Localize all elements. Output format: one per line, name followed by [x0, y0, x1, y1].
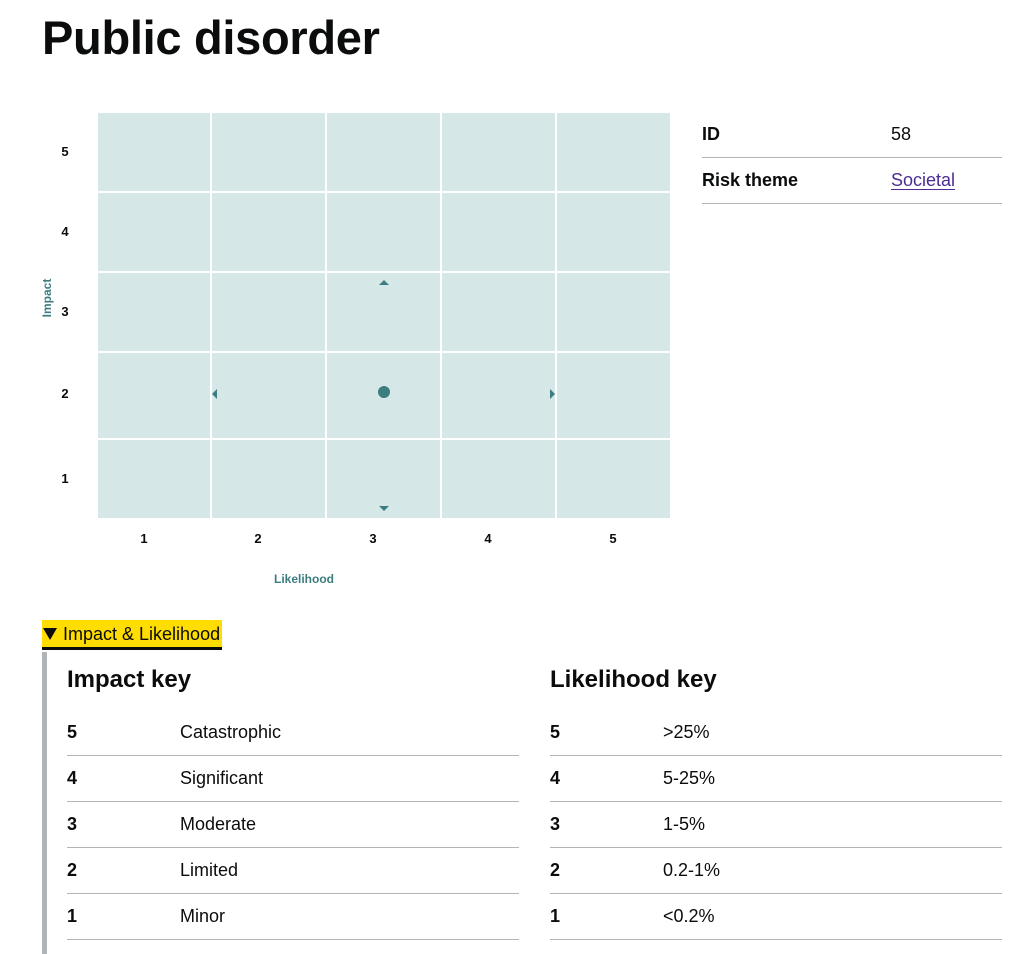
key-row: 2 0.2-1%	[550, 848, 1002, 894]
key-description: Limited	[180, 860, 239, 880]
key-level: 4	[550, 768, 561, 788]
likelihood-key: Likelihood key 5 >25% 4 5-25% 3 1-5% 2 0…	[550, 668, 1002, 940]
key-description: Significant	[180, 768, 264, 788]
key-level: 3	[67, 814, 78, 834]
key-description: Moderate	[180, 814, 257, 834]
y-tick-label: 2	[61, 386, 68, 401]
details-content: Impact key 5 Catastrophic 4 Significant …	[42, 652, 1007, 954]
details-toggle-label: Impact & Likelihood	[63, 623, 221, 644]
impact-likelihood-details: Impact & Likelihood Impact key 5 Catastr…	[42, 620, 1002, 954]
key-description: 0.2-1%	[663, 860, 721, 880]
risk-theme-link[interactable]: Societal	[891, 170, 956, 190]
summary-row-id: ID 58	[702, 112, 1002, 158]
key-level: 4	[67, 768, 78, 788]
left-arrow-icon	[212, 389, 217, 399]
summary-key: ID	[702, 124, 720, 144]
key-level: 2	[550, 860, 561, 880]
x-axis-title: Likelihood	[274, 572, 334, 586]
summary-key: Risk theme	[702, 170, 799, 190]
impact-key: Impact key 5 Catastrophic 4 Significant …	[67, 668, 519, 940]
key-level: 1	[67, 906, 78, 926]
key-level: 3	[550, 814, 561, 834]
key-row: 3 1-5%	[550, 802, 1002, 848]
summary-list: ID 58 Risk theme Societal	[702, 112, 1002, 204]
y-axis-title: Impact	[40, 279, 54, 318]
x-tick-label: 3	[369, 531, 376, 546]
risk-matrix: 1 2 3 4 5 5 4 3 2 1 Likelihood Impact	[0, 0, 690, 600]
down-arrow-icon	[379, 506, 389, 511]
details-toggle[interactable]: Impact & Likelihood	[42, 620, 223, 647]
key-description: 5-25%	[663, 768, 716, 788]
key-description: Catastrophic	[180, 722, 282, 742]
y-tick-label: 1	[61, 471, 68, 486]
right-arrow-icon	[550, 389, 555, 399]
key-row: 1 <0.2%	[550, 894, 1002, 940]
key-description: <0.2%	[663, 906, 715, 926]
summary-row-risk-theme: Risk theme Societal	[702, 158, 1002, 204]
up-arrow-icon	[379, 280, 389, 285]
matrix-background	[98, 113, 670, 518]
key-description: >25%	[663, 722, 710, 742]
key-row: 1 Minor	[67, 894, 519, 940]
key-description: Minor	[180, 906, 226, 926]
x-tick-label: 1	[140, 531, 147, 546]
key-row: 5 Catastrophic	[67, 710, 519, 756]
page-title: Public disorder	[42, 11, 380, 64]
y-tick-label: 4	[61, 224, 69, 239]
impact-key-heading: Impact key	[67, 666, 192, 693]
risk-matrix-chart: 1 2 3 4 5 5 4 3 2 1 Likelihood Impact	[40, 113, 670, 586]
summary-value: 58	[891, 124, 912, 144]
key-row: 5 >25%	[550, 710, 1002, 756]
key-row: 4 Significant	[67, 756, 519, 802]
y-tick-label: 3	[61, 304, 68, 319]
key-row: 3 Moderate	[67, 802, 519, 848]
key-level: 2	[67, 860, 78, 880]
key-row: 2 Limited	[67, 848, 519, 894]
x-tick-label: 5	[609, 531, 616, 546]
key-description: 1-5%	[663, 814, 706, 834]
likelihood-key-heading: Likelihood key	[550, 666, 717, 693]
key-level: 5	[550, 722, 561, 742]
risk-position-marker	[378, 386, 390, 398]
x-tick-label: 2	[254, 531, 261, 546]
key-level: 5	[67, 722, 78, 742]
y-tick-label: 5	[61, 144, 68, 159]
x-tick-label: 4	[484, 531, 492, 546]
triangle-down-icon	[43, 628, 57, 640]
key-row: 4 5-25%	[550, 756, 1002, 802]
key-level: 1	[550, 906, 561, 926]
